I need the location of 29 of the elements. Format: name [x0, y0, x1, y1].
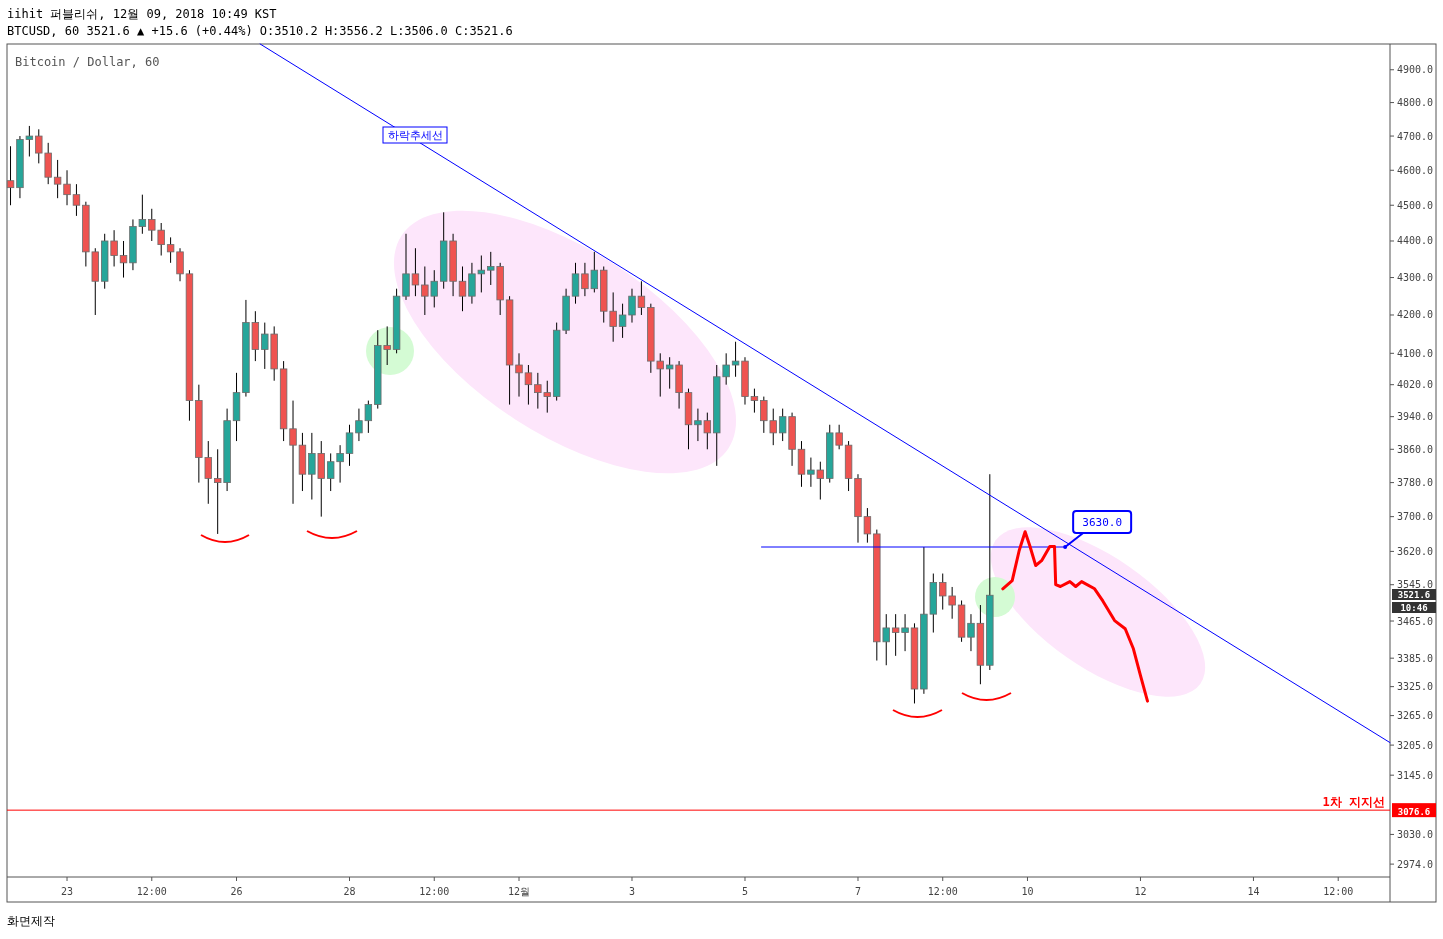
x-tick-label: 12 [1134, 886, 1147, 897]
annotation: 하락추세선 [387, 129, 443, 142]
x-tick-label: 5 [741, 886, 749, 897]
x-tick-label: 10 [1021, 886, 1034, 897]
x-tick-label: 7 [854, 886, 861, 897]
x-tick-label: 14 [1247, 886, 1260, 897]
text: 3076.6 [1397, 806, 1431, 817]
candlestick [571, 262, 580, 305]
text: 3521.6 [1397, 589, 1431, 600]
x-tick-label: 28 [343, 886, 356, 897]
x-tick-label: 26 [230, 886, 243, 897]
text: 10:46 [1400, 602, 1428, 613]
candlestick [119, 240, 128, 279]
candlestick [458, 266, 467, 312]
x-tick-label: 3 [628, 886, 636, 897]
annotation: 3630.0 [1082, 516, 1123, 530]
candlestick [6, 145, 15, 206]
text: iihit 퍼블리쉬, 12월 09, 2018 10:49 KST [7, 7, 277, 21]
x-tick-label: 23 [61, 886, 74, 897]
ref-line-label: 1차 지지선 [1322, 795, 1385, 810]
text: BTCUSD, 60 3521.6 ▲ +15.6 (+0.44%) O:3510.2 H:3556.2 L:3506.0 C:3521.6 [7, 24, 513, 38]
text: 화면제작 [7, 914, 55, 928]
candlestick [345, 424, 354, 467]
x-tick-label: 12:00 [927, 886, 958, 897]
x-tick-label: 12:00 [136, 886, 167, 897]
x-tick-label: 12:00 [419, 886, 450, 897]
x-tick-label: 12월 [507, 886, 531, 897]
text: Bitcoin / Dollar, 60 [15, 55, 160, 69]
x-tick-label: 12:00 [1323, 886, 1354, 897]
